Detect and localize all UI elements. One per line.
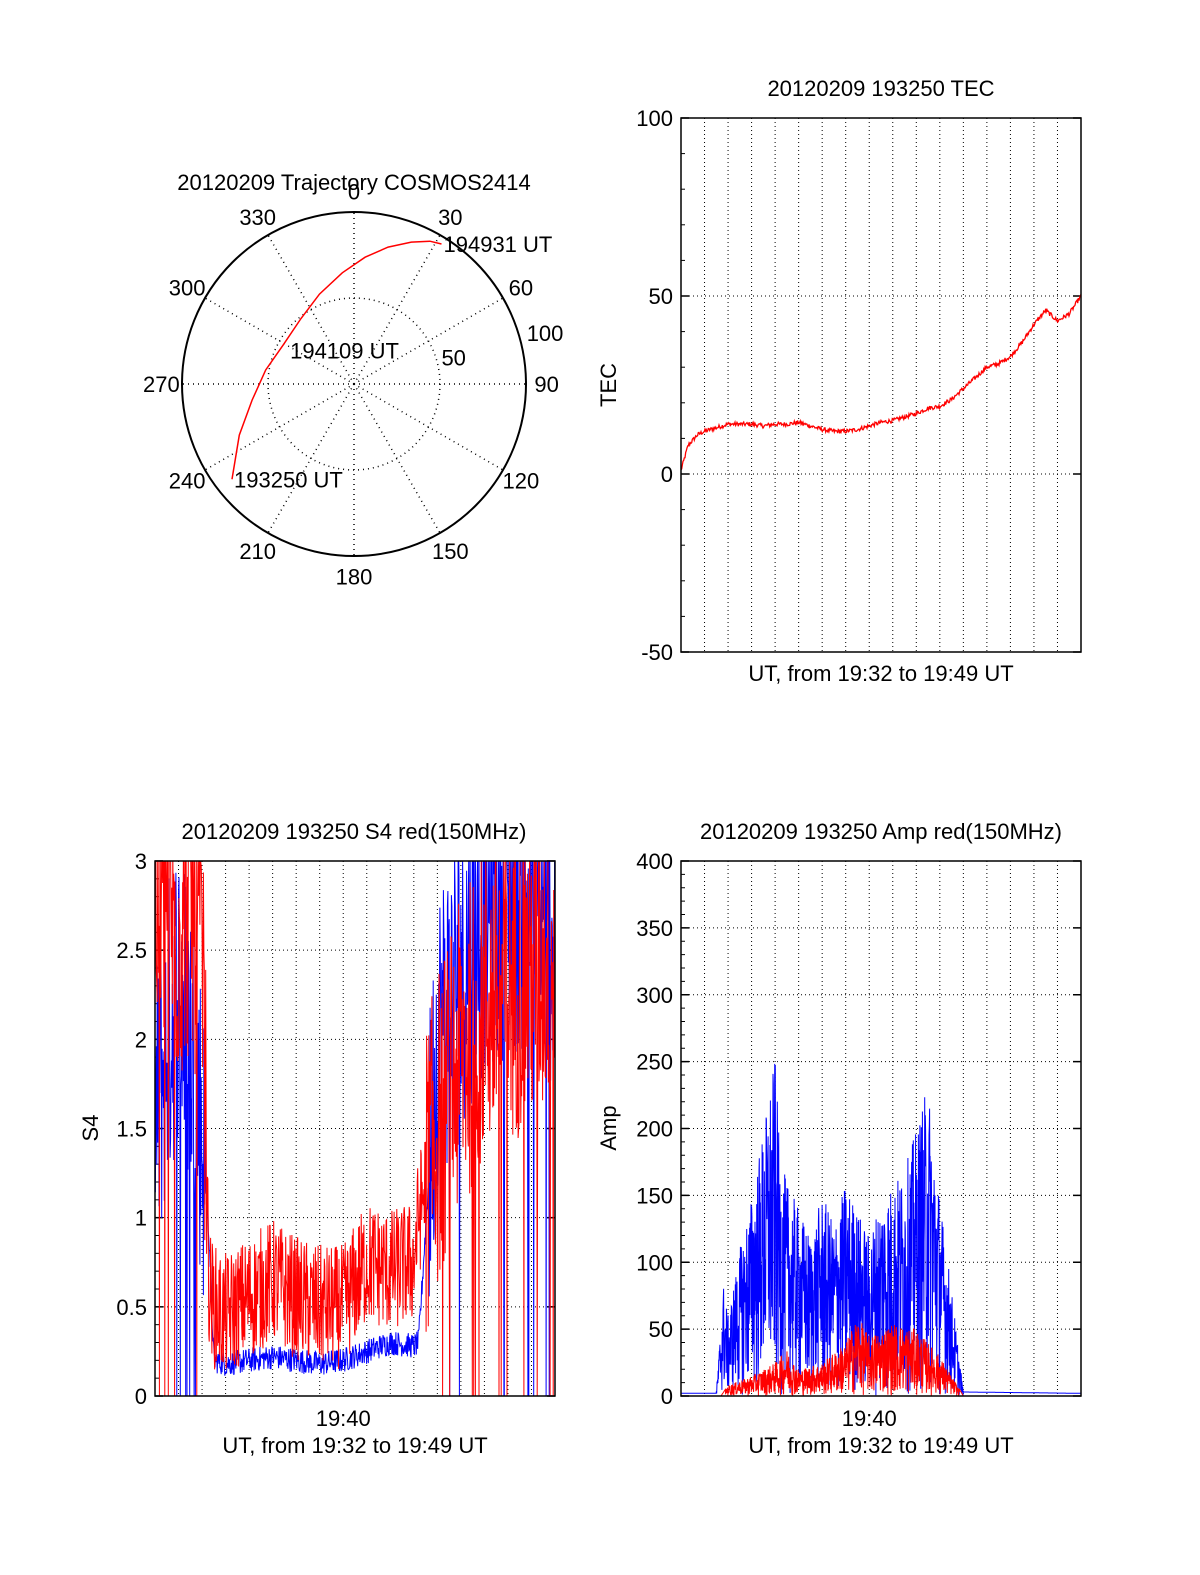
y-tick-label: 1	[135, 1206, 147, 1231]
y-tick-label: 350	[636, 916, 673, 941]
tec-y-ticks: -50 0 50 100	[636, 106, 673, 665]
polar-angle-label: 90	[534, 372, 558, 397]
s4-series-red	[155, 861, 555, 1396]
y-tick-label: 50	[649, 284, 673, 309]
polar-radial-labels: 50 100	[441, 321, 563, 370]
y-tick-label: 1.5	[116, 1117, 147, 1142]
polar-outer-circle	[181, 211, 527, 557]
polar-angle-label: 30	[438, 205, 462, 230]
polar-angle-labels: 0 30 60 90 120 150 180 210 240 270 300 330	[143, 179, 559, 589]
polar-title: 20120209 Trajectory COSMOS2414	[177, 170, 530, 195]
amp-xlabel: UT, from 19:32 to 19:49 UT	[748, 1433, 1013, 1458]
amp-series-blue	[681, 1063, 1081, 1396]
amp-x-ticks: 19:40	[842, 1406, 897, 1431]
polar-angle-label: 180	[336, 565, 373, 590]
s4-chart: 20120209 193250 S4 red(150MHz) 0 0.5 1 1.5 2…	[78, 819, 556, 1458]
polar-spoke-120	[353, 383, 504, 471]
amp-title: 20120209 193250 Amp red(150MHz)	[700, 819, 1062, 844]
y-tick-label: 200	[636, 1117, 673, 1142]
polar-spoke-330	[267, 234, 355, 385]
tec-chart: 20120209 193250 TEC -50 0 50 100 TEC UT, fr…	[596, 76, 1082, 686]
y-tick-label: 100	[636, 106, 673, 131]
amp-chart: 20120209 193250 Amp red(150MHz) 0 50 100 15…	[596, 819, 1082, 1458]
tec-frame	[680, 117, 1082, 653]
amp-frame	[680, 860, 1082, 1397]
tec-series-line	[680, 294, 1082, 471]
polar-angle-label: 300	[169, 276, 206, 301]
s4-frame	[154, 860, 556, 1397]
y-tick-label: 2	[135, 1027, 147, 1052]
polar-angle-label: 270	[143, 372, 180, 397]
polar-spoke-60	[353, 297, 504, 385]
polar-angle-label: 60	[509, 276, 533, 301]
polar-spoke-30	[353, 234, 441, 385]
y-tick-label: 0	[661, 462, 673, 487]
y-tick-label: 100	[636, 1250, 673, 1275]
s4-xlabel: UT, from 19:32 to 19:49 UT	[222, 1433, 487, 1458]
polar-spoke-300	[204, 297, 355, 385]
polar-angle-label: 330	[239, 205, 276, 230]
s4-title: 20120209 193250 S4 red(150MHz)	[182, 819, 527, 844]
polar-time-annotation: 194109 UT	[290, 338, 399, 363]
polar-trajectory-line	[231, 240, 442, 480]
y-tick-label: 3	[135, 849, 147, 874]
tec-ylabel: TEC	[596, 363, 621, 407]
tec-xlabel: UT, from 19:32 to 19:49 UT	[748, 661, 1013, 686]
s4-ylabel: S4	[78, 1115, 103, 1142]
polar-angle-label: 210	[239, 539, 276, 564]
polar-time-annotation: 194931 UT	[444, 232, 553, 257]
y-tick-label: 400	[636, 849, 673, 874]
polar-angle-label: 240	[169, 468, 206, 493]
polar-angle-label: 150	[432, 539, 469, 564]
polar-spoke-210	[267, 383, 355, 534]
s4-series	[155, 861, 555, 1396]
polar-spoke-150	[353, 383, 441, 534]
polar-spoke-240	[204, 383, 355, 471]
tec-series	[680, 294, 1082, 471]
polar-grid	[181, 211, 527, 557]
tec-title: 20120209 193250 TEC	[767, 76, 994, 101]
polar-radial-label: 50	[441, 345, 465, 370]
polar-time-annotation: 193250 UT	[234, 467, 343, 492]
y-tick-label: 300	[636, 983, 673, 1008]
y-tick-label: -50	[641, 640, 673, 665]
amp-ylabel: Amp	[596, 1105, 621, 1150]
y-tick-label: 0.5	[116, 1295, 147, 1320]
y-tick-label: 2.5	[116, 938, 147, 963]
y-tick-label: 0	[135, 1384, 147, 1409]
x-tick-label: 19:40	[316, 1406, 371, 1431]
polar-angle-label: 0	[348, 179, 360, 204]
s4-y-ticks: 0 0.5 1 1.5 2 2.5 3	[116, 849, 147, 1409]
polar-annotations: 194931 UT 194109 UT 193250 UT	[234, 232, 552, 492]
amp-y-ticks: 0 50 100 150 200 250 300 350 400	[636, 849, 673, 1409]
polar-trajectory	[231, 240, 442, 480]
y-tick-label: 0	[661, 1384, 673, 1409]
s4-x-ticks: 19:40	[316, 1406, 371, 1431]
y-tick-label: 150	[636, 1183, 673, 1208]
y-tick-label: 250	[636, 1050, 673, 1075]
amp-series	[681, 1063, 1081, 1398]
tec-grid	[681, 117, 1081, 653]
x-tick-label: 19:40	[842, 1406, 897, 1431]
y-tick-label: 50	[649, 1317, 673, 1342]
polar-radial-label: 100	[527, 321, 564, 346]
polar-angle-label: 120	[502, 468, 539, 493]
polar-chart: 20120209 Trajectory COSMOS2414 0 30 60 90 12…	[143, 170, 563, 590]
